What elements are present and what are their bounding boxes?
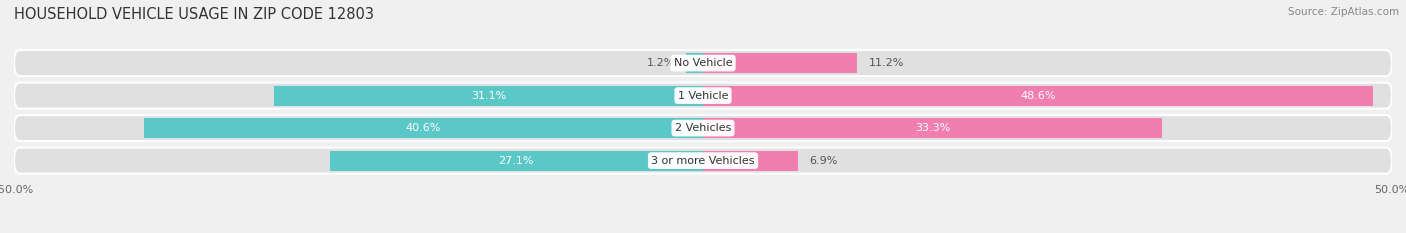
- Bar: [703, 86, 1372, 106]
- Text: 1.2%: 1.2%: [647, 58, 675, 68]
- Text: No Vehicle: No Vehicle: [673, 58, 733, 68]
- Legend: Owner-occupied, Renter-occupied: Owner-occupied, Renter-occupied: [581, 230, 825, 233]
- Text: 3 or more Vehicles: 3 or more Vehicles: [651, 156, 755, 166]
- Bar: [329, 151, 703, 171]
- Text: 11.2%: 11.2%: [869, 58, 904, 68]
- Text: Source: ZipAtlas.com: Source: ZipAtlas.com: [1288, 7, 1399, 17]
- Bar: [703, 118, 1161, 138]
- Bar: [703, 53, 858, 73]
- Text: 31.1%: 31.1%: [471, 91, 506, 101]
- Text: 6.9%: 6.9%: [808, 156, 838, 166]
- Bar: [686, 53, 703, 73]
- Text: HOUSEHOLD VEHICLE USAGE IN ZIP CODE 12803: HOUSEHOLD VEHICLE USAGE IN ZIP CODE 1280…: [14, 7, 374, 22]
- Text: 40.6%: 40.6%: [405, 123, 441, 133]
- FancyBboxPatch shape: [14, 115, 1392, 141]
- Text: 2 Vehicles: 2 Vehicles: [675, 123, 731, 133]
- Text: 33.3%: 33.3%: [915, 123, 950, 133]
- FancyBboxPatch shape: [14, 147, 1392, 174]
- Text: 1 Vehicle: 1 Vehicle: [678, 91, 728, 101]
- FancyBboxPatch shape: [14, 50, 1392, 76]
- Text: 27.1%: 27.1%: [499, 156, 534, 166]
- Bar: [143, 118, 703, 138]
- Bar: [274, 86, 703, 106]
- FancyBboxPatch shape: [14, 82, 1392, 109]
- Bar: [703, 151, 799, 171]
- Text: 48.6%: 48.6%: [1021, 91, 1056, 101]
